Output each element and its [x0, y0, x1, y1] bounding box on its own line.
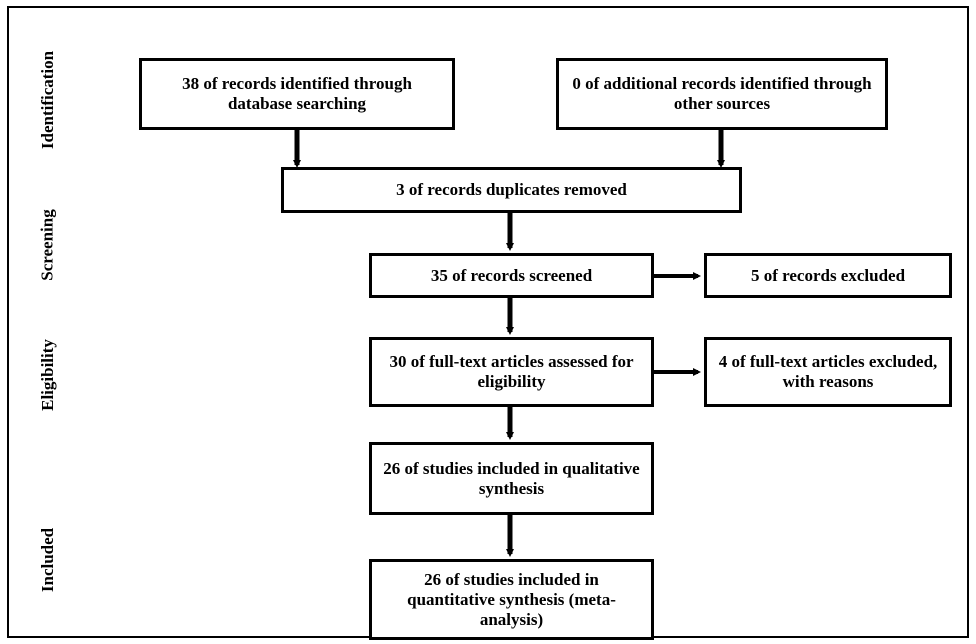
box-records-screened: 35 of records screened	[369, 253, 654, 298]
box-duplicates-removed: 3 of records duplicates removed	[281, 167, 742, 213]
box-fulltext-assessed: 30 of full-text articles assessed for el…	[369, 337, 654, 407]
box-quantitative-synthesis: 26 of studies included in quantitative s…	[369, 559, 654, 640]
box-records-excluded: 5 of records excluded	[704, 253, 952, 298]
box-qualitative-synthesis: 26 of studies included in qualitative sy…	[369, 442, 654, 515]
box-other-records: 0 of additional records identified throu…	[556, 58, 888, 130]
box-database-records: 38 of records identified through databas…	[139, 58, 455, 130]
box-fulltext-excluded: 4 of full-text articles excluded, with r…	[704, 337, 952, 407]
